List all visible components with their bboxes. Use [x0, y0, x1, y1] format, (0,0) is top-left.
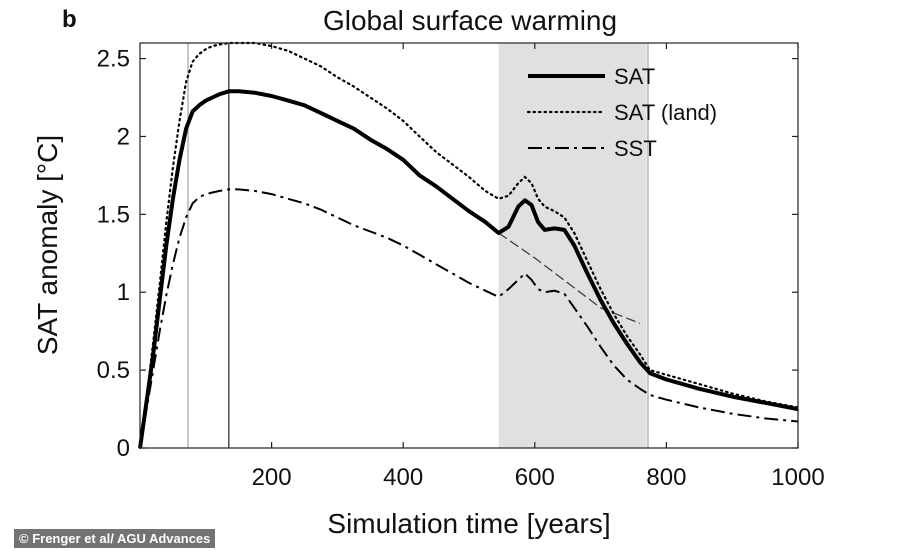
image-credit: © Frenger et al/ AGU Advances — [14, 529, 216, 548]
series-layer — [138, 41, 800, 450]
legend-label-sat-land: SAT (land) — [614, 100, 717, 125]
x-tick-label: 200 — [252, 464, 292, 491]
y-axis-ticks: 0 0.5 1 1.5 2 2.5 — [97, 46, 798, 462]
legend: SAT SAT (land) SST — [526, 64, 717, 161]
y-tick-label: 1 — [117, 279, 130, 306]
y-tick-label: 2.5 — [97, 46, 130, 73]
vertical-markers — [187, 43, 649, 448]
x-tick-label: 600 — [515, 464, 555, 491]
legend-label-sat: SAT — [614, 64, 655, 89]
y-tick-label: 1.5 — [97, 201, 130, 228]
x-axis-ticks: 200 400 600 800 1000 — [252, 43, 825, 491]
y-tick-label: 2 — [117, 123, 130, 150]
x-tick-label: 1000 — [771, 464, 824, 491]
legend-label-sst: SST — [614, 136, 657, 161]
y-axis-label: SAT anomaly [°C] — [32, 135, 63, 355]
chart-title: Global surface warming — [323, 5, 617, 36]
x-axis-label: Simulation time [years] — [327, 508, 610, 539]
series-line-sst — [139, 188, 799, 449]
x-tick-label: 800 — [646, 464, 686, 491]
plot-frame — [139, 42, 799, 449]
y-tick-label: 0.5 — [97, 357, 130, 384]
series-line-sat-land — [138, 41, 800, 450]
panel-label: b — [62, 6, 77, 33]
x-tick-label: 400 — [383, 464, 423, 491]
y-tick-label: 0 — [117, 435, 130, 462]
series-line-sat — [138, 89, 799, 449]
